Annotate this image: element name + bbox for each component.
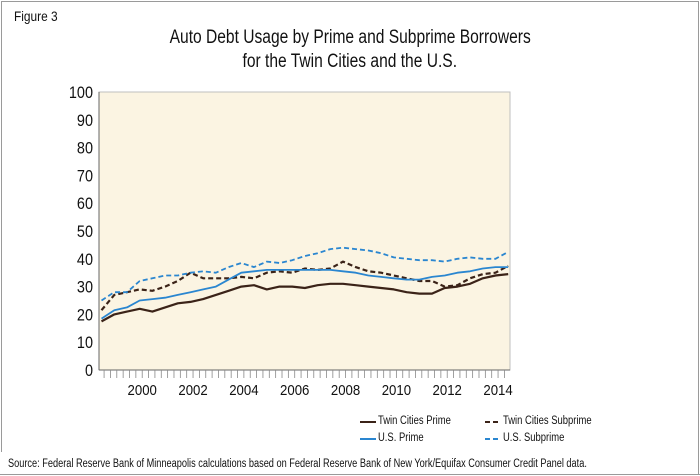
frame-line	[0, 474, 700, 475]
y-tick-label: 80	[77, 140, 93, 158]
y-tick-label: 40	[77, 251, 93, 269]
chart-title: Auto Debt Usage by Prime and Subprime Bo…	[0, 26, 700, 74]
legend-label-tc-prime: Twin Cities Prime	[378, 415, 451, 427]
title-line-1: Auto Debt Usage by Prime and Subprime Bo…	[169, 27, 531, 48]
x-tick-label: 2012	[433, 381, 462, 398]
y-tick-label: 60	[77, 195, 93, 213]
title-line-2: for the Twin Cities and the U.S.	[242, 51, 458, 72]
x-tick-label: 2014	[483, 381, 512, 398]
legend-label-us-prime: U.S. Prime	[378, 432, 424, 444]
y-tick-label: 20	[77, 306, 93, 324]
x-tick-label: 2004	[229, 381, 258, 398]
figure-frame	[1, 1, 699, 452]
y-tick-label: 90	[77, 112, 93, 130]
x-tick-label: 2002	[178, 381, 207, 398]
series-us-subprime	[101, 246, 509, 302]
source-note: Source: Federal Reserve Bank of Minneapo…	[8, 458, 587, 470]
x-tick-label: 2006	[280, 381, 309, 398]
frame-line	[698, 450, 699, 475]
x-tick-label: 2010	[382, 381, 411, 398]
legend-label-us-subprime: U.S. Subprime	[503, 432, 565, 444]
y-tick-label: 50	[77, 223, 93, 241]
series-twin-cities-prime	[100, 273, 509, 323]
x-tick-label: 2008	[331, 381, 360, 398]
legend-label-tc-subprime: Twin Cities Subprime	[503, 415, 592, 427]
y-tick-label: 70	[77, 167, 93, 185]
y-tick-label: 10	[77, 334, 93, 352]
x-tick-label: 2000	[128, 381, 157, 398]
y-tick-label: 100	[69, 84, 93, 102]
y-tick-label: 30	[77, 279, 93, 297]
figure-label: Figure 3	[14, 8, 58, 24]
series-us-prime	[101, 266, 509, 320]
y-tick-label: 0	[85, 362, 93, 380]
plot-area	[98, 91, 511, 371]
series-twin-cities-subprime	[100, 260, 509, 311]
